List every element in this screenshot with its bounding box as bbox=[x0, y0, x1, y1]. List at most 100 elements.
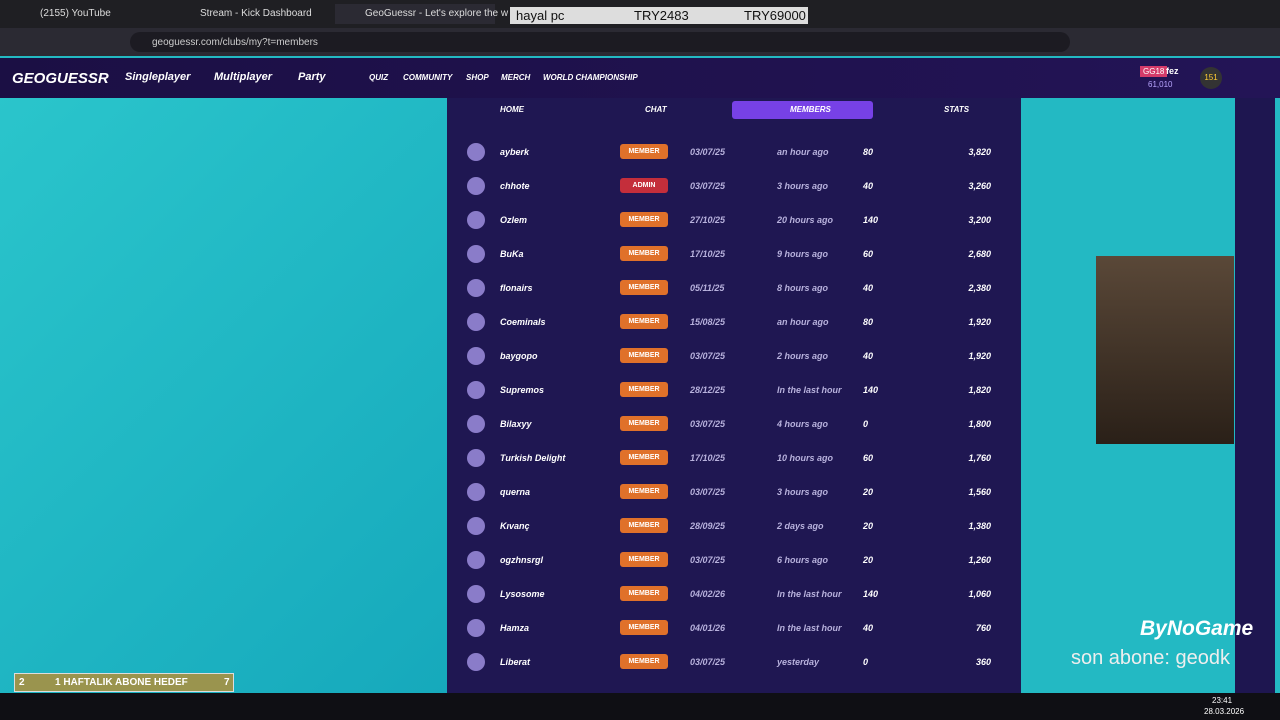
member-name[interactable]: Supremos bbox=[500, 385, 545, 395]
nav-link[interactable]: Singleplayer bbox=[125, 71, 191, 83]
nav-link[interactable]: WORLD CHAMPIONSHIP bbox=[543, 73, 638, 82]
avatar bbox=[467, 551, 485, 569]
weekly-xp: 80 bbox=[863, 147, 874, 157]
tab[interactable]: Stream - Kick Dashboard bbox=[200, 8, 312, 19]
avatar bbox=[467, 585, 485, 603]
club-tab[interactable]: HOME bbox=[500, 105, 524, 114]
total-xp: 3,260 bbox=[968, 181, 991, 191]
last-active: In the last hour bbox=[777, 589, 842, 599]
last-active: 10 hours ago bbox=[777, 453, 834, 463]
level: 151 bbox=[1200, 67, 1222, 89]
last-active: 2 hours ago bbox=[777, 351, 829, 361]
member-name[interactable]: Liberat bbox=[500, 657, 531, 667]
last-active: an hour ago bbox=[777, 147, 829, 157]
last-active: 20 hours ago bbox=[777, 215, 834, 225]
member-name[interactable]: Kıvanç bbox=[500, 521, 530, 531]
role-badge: ADMIN bbox=[620, 178, 668, 193]
role-badge: MEMBER bbox=[620, 348, 668, 363]
last-active: 3 hours ago bbox=[777, 181, 829, 191]
webcam bbox=[1096, 256, 1234, 444]
nav-link[interactable]: Party bbox=[298, 71, 326, 83]
role-badge: MEMBER bbox=[620, 620, 668, 635]
weekly-xp: 40 bbox=[863, 351, 874, 361]
role-badge: MEMBER bbox=[620, 212, 668, 227]
last-active: yesterday bbox=[777, 657, 820, 667]
member-name[interactable]: querna bbox=[500, 487, 531, 497]
avatar bbox=[467, 619, 485, 637]
total-xp: 2,680 bbox=[968, 249, 991, 259]
overlay-amount: TRY69000 bbox=[744, 8, 806, 23]
total-xp: 1,260 bbox=[968, 555, 991, 565]
logo[interactable]: GEOGUESSR bbox=[12, 70, 109, 87]
member-name[interactable]: Hamza bbox=[500, 623, 530, 633]
member-name[interactable]: Coeminals bbox=[500, 317, 546, 327]
member-name[interactable]: Ozlem bbox=[500, 215, 528, 225]
overlay-amount: TRY2483 bbox=[634, 8, 689, 23]
avatar bbox=[467, 449, 485, 467]
user-badge: GG18 bbox=[1140, 66, 1168, 77]
member-row: ayberk MEMBER 03/07/25 an hour ago 80 3,820 bbox=[447, 135, 1021, 169]
club-tab[interactable]: MEMBERS bbox=[790, 105, 831, 114]
goal-target: 7 bbox=[224, 677, 230, 688]
total-xp: 2,380 bbox=[968, 283, 991, 293]
last-active: an hour ago bbox=[777, 317, 829, 327]
joined-date: 15/08/25 bbox=[690, 317, 726, 327]
last-active: 4 hours ago bbox=[777, 419, 829, 429]
member-name[interactable]: BuKa bbox=[500, 249, 524, 259]
member-name[interactable]: ogzhnsrgl bbox=[500, 555, 543, 565]
weekly-xp: 40 bbox=[863, 283, 874, 293]
member-row: Kıvanç MEMBER 28/09/25 2 days ago 20 1,380 bbox=[447, 509, 1021, 543]
url[interactable]: geoguessr.com/clubs/my?t=members bbox=[152, 37, 318, 48]
avatar bbox=[467, 211, 485, 229]
total-xp: 3,820 bbox=[968, 147, 991, 157]
joined-date: 03/07/25 bbox=[690, 555, 726, 565]
member-row: BuKa MEMBER 17/10/25 9 hours ago 60 2,680 bbox=[447, 237, 1021, 271]
member-name[interactable]: Turkish Delight bbox=[500, 453, 566, 463]
role-badge: MEMBER bbox=[620, 246, 668, 261]
joined-date: 03/07/25 bbox=[690, 147, 726, 157]
weekly-xp: 0 bbox=[863, 657, 869, 667]
avatar bbox=[467, 347, 485, 365]
member-name[interactable]: Lysosome bbox=[500, 589, 545, 599]
tab[interactable]: (2155) YouTube bbox=[40, 8, 111, 19]
club-panel bbox=[447, 98, 1021, 693]
nav-link[interactable]: Multiplayer bbox=[214, 71, 273, 83]
member-name[interactable]: Bilaxyy bbox=[500, 419, 532, 429]
total-xp: 1,060 bbox=[968, 589, 991, 599]
role-badge: MEMBER bbox=[620, 586, 668, 601]
nav-link[interactable]: COMMUNITY bbox=[403, 73, 453, 82]
weekly-xp: 40 bbox=[863, 181, 874, 191]
member-name[interactable]: ayberk bbox=[500, 147, 530, 157]
joined-date: 17/10/25 bbox=[690, 453, 726, 463]
member-row: Turkish Delight MEMBER 17/10/25 10 hours ag… bbox=[447, 441, 1021, 475]
joined-date: 03/07/25 bbox=[690, 181, 726, 191]
tab[interactable]: GeoGuessr - Let's explore the w bbox=[335, 4, 508, 24]
club-tab[interactable]: STATS bbox=[944, 105, 970, 114]
avatar bbox=[467, 279, 485, 297]
total-xp: 1,920 bbox=[968, 351, 991, 361]
member-name[interactable]: chhote bbox=[500, 181, 530, 191]
taskbar: 23:41 28.03.2026 bbox=[0, 693, 1280, 720]
coins: 61,010 bbox=[1148, 80, 1173, 89]
role-badge: MEMBER bbox=[620, 144, 668, 159]
game-background bbox=[0, 58, 447, 693]
member-name[interactable]: flonairs bbox=[500, 283, 533, 293]
nav-link[interactable]: MERCH bbox=[501, 73, 531, 82]
nav-link[interactable]: SHOP bbox=[466, 73, 489, 82]
last-active: 6 hours ago bbox=[777, 555, 829, 565]
role-badge: MEMBER bbox=[620, 654, 668, 669]
tab-active bbox=[732, 101, 873, 119]
donation-overlay: hayal pc TRY2483 TRY69000 bbox=[510, 7, 808, 24]
member-row: flonairs MEMBER 05/11/25 8 hours ago 40 2,380 bbox=[447, 271, 1021, 305]
nav-link[interactable]: QUIZ bbox=[369, 73, 389, 82]
club-tab[interactable]: CHAT bbox=[645, 105, 667, 114]
member-name[interactable]: baygopo bbox=[500, 351, 538, 361]
sidebar bbox=[1235, 98, 1275, 693]
total-xp: 1,820 bbox=[968, 385, 991, 395]
weekly-xp: 140 bbox=[863, 589, 879, 599]
username[interactable]: fez bbox=[1166, 66, 1179, 76]
joined-date: 04/01/26 bbox=[690, 623, 726, 633]
weekly-xp: 140 bbox=[863, 215, 879, 225]
site-header: GEOGUESSR GG18 fez 61,010 151 Singleplay… bbox=[0, 58, 1280, 98]
weekly-xp: 80 bbox=[863, 317, 874, 327]
